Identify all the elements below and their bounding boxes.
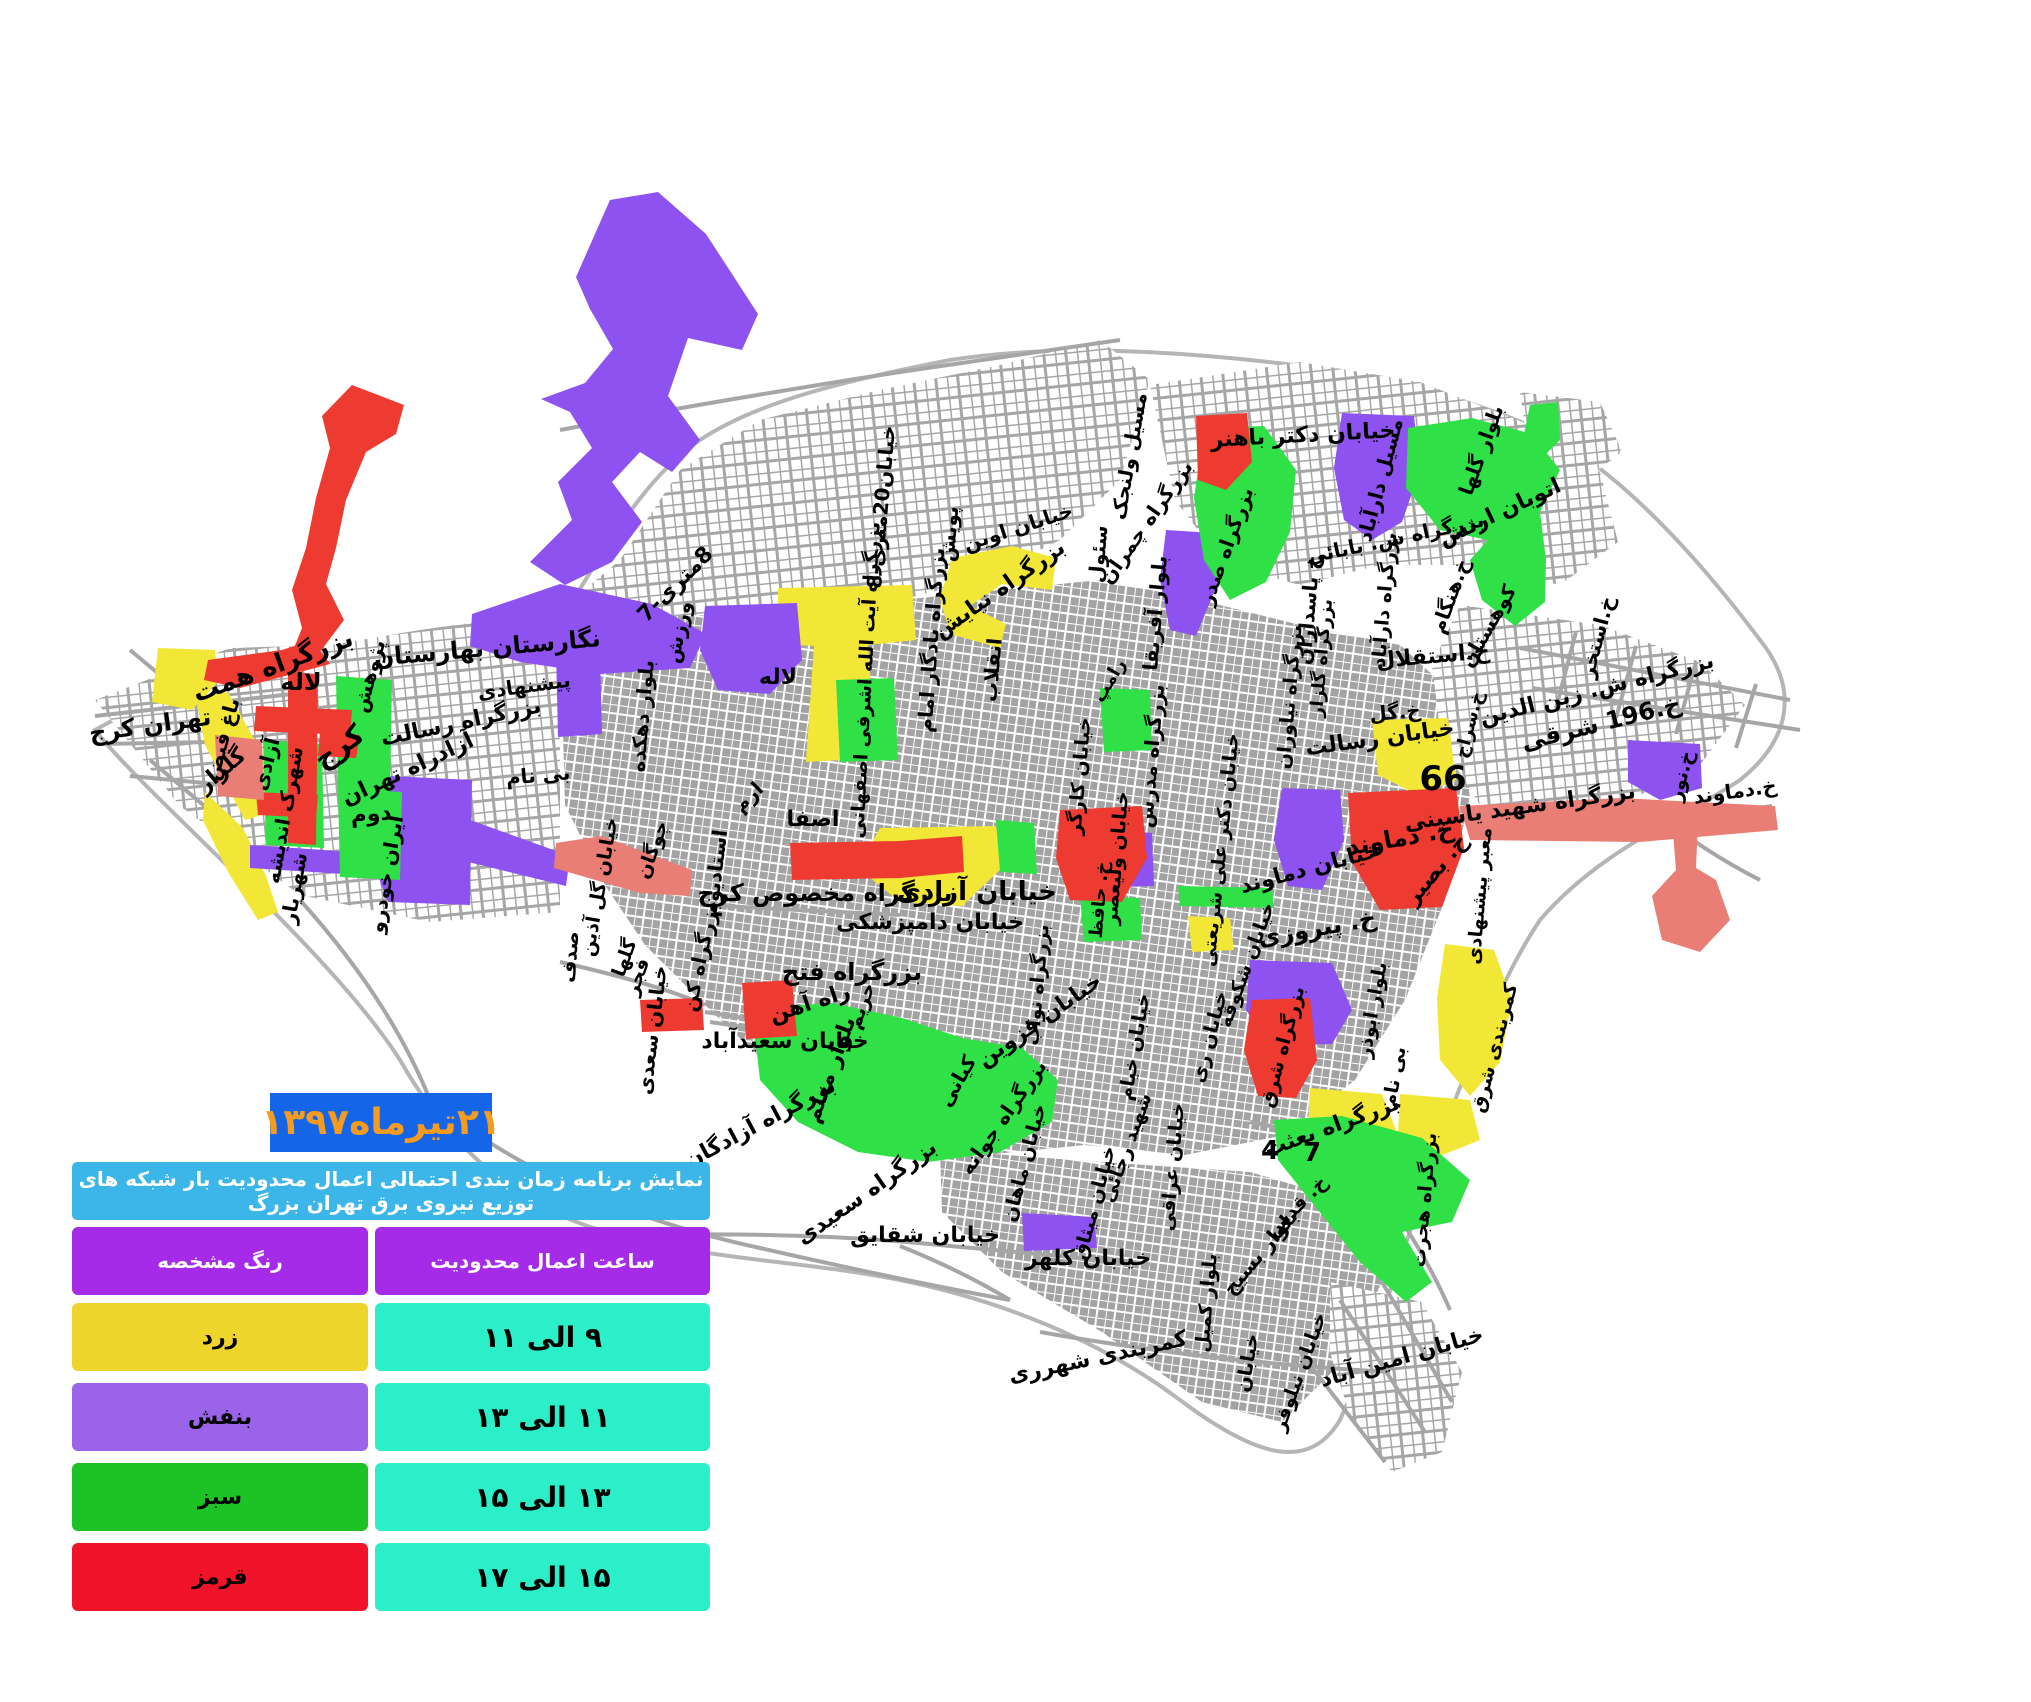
- map-label: خیابان آزادی: [897, 877, 1057, 907]
- map-label: بی نام: [504, 760, 572, 790]
- map-label: خیابان شقایق: [850, 1223, 1000, 1248]
- map-title-bar: نمایش برنامه زمان بندی احتمالی اعمال محد…: [72, 1162, 710, 1220]
- legend-color-swatch: بنفش: [72, 1383, 368, 1451]
- map-label: بزرگراه مخصوص کرج: [697, 879, 953, 907]
- map-label: بزرگراه فتح: [781, 958, 923, 986]
- legend-row: قرمز ۱۵ الی ۱۷: [72, 1543, 710, 1611]
- legend-body: زرد ۹ الی ۱۱ بنفش ۱۱ الی ۱۳ سبز ۱۳ الی ۱۵ قرمز…: [72, 1303, 710, 1611]
- map-label: 4: [1260, 1136, 1280, 1166]
- legend-hours-cell: ۹ الی ۱۱: [375, 1303, 710, 1371]
- map-label: اصفا: [786, 807, 840, 832]
- map-label: خیابان کلهر: [1024, 1246, 1152, 1271]
- map-label: خیابان سعیدآباد: [701, 1029, 869, 1054]
- legend-hours-cell: ۱۳ الی ۱۵: [375, 1463, 710, 1531]
- zone-purple-group: [250, 192, 1702, 1251]
- legend-header-color: رنگ مشخصه: [72, 1227, 368, 1295]
- map-label: 66: [1419, 759, 1467, 799]
- legend-header-hours: ساعت اعمال محدودیت: [375, 1227, 710, 1295]
- map-title: نمایش برنامه زمان بندی احتمالی اعمال محد…: [78, 1167, 704, 1215]
- map-label: لاله: [280, 668, 322, 696]
- zone-red-group: [204, 385, 1778, 1098]
- map-label: لاله: [759, 665, 797, 690]
- legend-color-swatch: قرمز: [72, 1543, 368, 1611]
- legend-row: سبز ۱۳ الی ۱۵: [72, 1463, 710, 1531]
- map-label: خیابان دامپزشکی: [836, 910, 1024, 935]
- legend-hours-cell: ۱۱ الی ۱۳: [375, 1383, 710, 1451]
- legend-hours-cell: ۱۵ الی ۱۷: [375, 1543, 710, 1611]
- legend-row: بنفش ۱۱ الی ۱۳: [72, 1383, 710, 1451]
- map-label: 7: [1302, 1138, 1322, 1168]
- date-text: ۲۱تیرماه۱۳۹۷: [261, 1102, 501, 1143]
- map-label: انقلاب: [977, 637, 1007, 703]
- legend-row: زرد ۹ الی ۱۱: [72, 1303, 710, 1371]
- date-badge: ۲۱تیرماه۱۳۹۷: [261, 1093, 501, 1152]
- legend-header-row: رنگ مشخصه ساعت اعمال محدودیت: [72, 1227, 710, 1295]
- legend-color-swatch: زرد: [72, 1303, 368, 1371]
- map-label: صدف: [557, 930, 584, 984]
- legend-color-swatch: سبز: [72, 1463, 368, 1531]
- legend-table: رنگ مشخصه ساعت اعمال محدودیت زرد ۹ الی ۱۱…: [72, 1227, 710, 1623]
